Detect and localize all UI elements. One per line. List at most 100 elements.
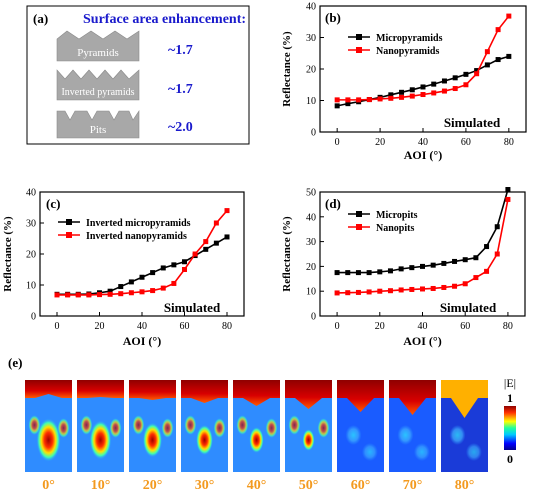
field-map-surface (25, 380, 72, 398)
data-point (463, 82, 469, 88)
field-hotspot (288, 415, 301, 435)
x-tick-label: 20 (95, 321, 105, 332)
y-tick-label: 20 (306, 65, 316, 76)
data-point (484, 62, 490, 68)
series-line-0 (337, 189, 509, 274)
panel-e: (e) 0° 10° 20° 30° 40° 50° 60° 70° 80° |E| 1 0 (8, 355, 516, 493)
data-point (213, 240, 219, 246)
data-point (420, 263, 425, 269)
data-point (334, 290, 340, 296)
x-tick-label: 60 (180, 321, 190, 332)
angle-label: 0° (42, 478, 55, 493)
x-tick-label: 80 (503, 321, 513, 332)
legend-marker (356, 47, 362, 53)
y-tick-label: 0 (311, 312, 316, 323)
surface-shape-label: Inverted pyramids (61, 87, 134, 98)
field-hotspot (36, 418, 61, 462)
data-point (474, 68, 480, 74)
data-point (494, 224, 500, 230)
data-point (150, 270, 156, 276)
colorbar-min: 0 (507, 452, 513, 466)
x-tick-label: 40 (418, 137, 428, 148)
data-point (452, 283, 458, 289)
legend-label: Nanopyramids (376, 46, 439, 57)
data-point (356, 97, 362, 103)
y-tick-label: 20 (306, 262, 316, 273)
data-point (420, 286, 425, 292)
y-tick-label: 30 (306, 33, 316, 44)
data-point (420, 92, 426, 98)
y-tick-label: 30 (26, 219, 36, 230)
field-hotspot (465, 443, 482, 461)
field-hotspot (249, 427, 264, 453)
data-point (118, 291, 124, 297)
legend-label: Nanopits (376, 223, 414, 234)
data-point (398, 266, 404, 272)
data-point (355, 289, 361, 295)
data-point (474, 71, 480, 77)
x-tick-label: 80 (222, 321, 232, 332)
angle-label: 80° (455, 478, 475, 493)
surface-shape-pits (56, 110, 140, 139)
data-point (431, 90, 437, 96)
legend-label: Inverted micropyramids (86, 218, 191, 229)
legend-label: Micropyramids (376, 33, 443, 44)
x-axis-label: AOI (°) (123, 334, 161, 348)
data-point (334, 97, 340, 103)
angle-label: 40° (247, 478, 267, 493)
field-hotspot (361, 443, 378, 461)
data-point (171, 262, 177, 268)
field-hotspot (302, 429, 315, 451)
plot-frame (319, 191, 526, 317)
field-hotspot (413, 443, 430, 461)
y-tick-label: 0 (311, 128, 316, 139)
data-point (65, 292, 71, 298)
data-point (128, 290, 134, 296)
data-point (430, 285, 436, 291)
angle-label: 50° (299, 478, 319, 493)
x-tick-label: 40 (137, 321, 147, 332)
y-tick-label: 10 (26, 281, 36, 292)
data-point (462, 281, 468, 287)
field-hotspot (213, 418, 226, 438)
data-point (366, 289, 372, 295)
x-axis-label: AOI (°) (403, 334, 441, 348)
data-point (409, 265, 415, 271)
x-tick-label: 20 (375, 321, 385, 332)
data-point (203, 239, 209, 245)
data-point (345, 290, 351, 296)
data-point (441, 78, 447, 84)
panel-a-title: Surface area enhancement: (83, 12, 246, 27)
data-point (506, 13, 512, 19)
field-hotspot (265, 418, 278, 438)
panel-letter: (d) (325, 196, 341, 211)
data-point (398, 287, 404, 293)
angle-label: 30° (195, 478, 215, 493)
data-point (75, 292, 81, 298)
data-point (506, 53, 512, 59)
data-point (452, 86, 458, 92)
chart-d: (d) 0 20 40 60 80 0 10 20 30 40 50 AOI (°) Reflectanc… (281, 187, 526, 348)
x-tick-label: 20 (375, 137, 385, 148)
x-tick-label: 40 (418, 321, 428, 332)
data-point (203, 246, 209, 252)
enhancement-value: ~1.7 (168, 43, 193, 58)
data-point (118, 284, 124, 290)
x-tick-label: 80 (504, 137, 514, 148)
data-point (213, 220, 219, 226)
data-point (182, 267, 187, 272)
data-point (431, 81, 437, 87)
data-point (345, 101, 351, 107)
data-point (224, 234, 230, 240)
y-tick-label: 0 (31, 312, 36, 323)
field-map-surface (285, 380, 332, 409)
data-point (388, 92, 394, 98)
data-point (505, 196, 511, 202)
legend-label: Inverted nanopyramids (86, 231, 187, 242)
panel-a-letter: (a) (33, 11, 48, 26)
surface-shape-label: Pyramids (77, 47, 119, 59)
field-map-surface (233, 380, 280, 406)
simulated-annotation: Simulated (440, 300, 497, 315)
